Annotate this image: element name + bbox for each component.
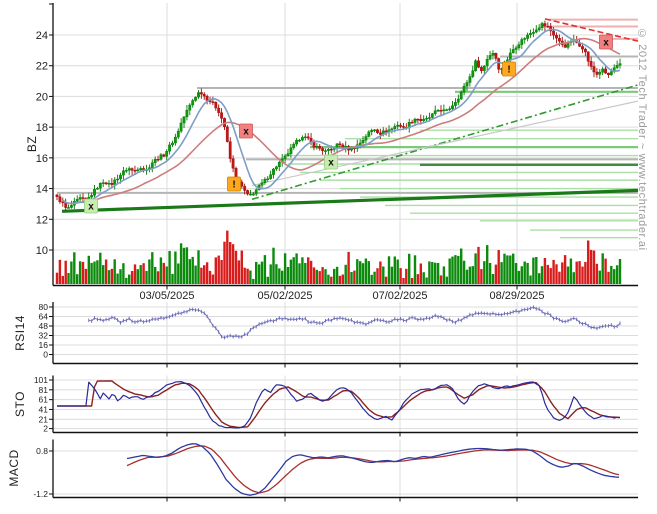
macd-pane-label: MACD — [7, 449, 21, 487]
rsi-pane-plot-area[interactable] — [53, 302, 638, 364]
x-tick-label: 08/29/2025 — [489, 290, 544, 302]
y-tick-label: 16 — [39, 340, 49, 350]
y-tick-label: 0.8 — [36, 446, 48, 456]
sto-pane-label: STO — [13, 391, 27, 417]
macd-pane-plot-area[interactable] — [53, 439, 638, 498]
y-tick-label: 22 — [36, 61, 48, 73]
sto-pane-plot-area[interactable] — [53, 375, 638, 433]
signal-marker-entry-icon[interactable]: x — [84, 198, 98, 214]
y-tick-label: 41 — [39, 404, 49, 414]
y-tick-label: 64 — [39, 311, 49, 321]
y-tick-label: 2 — [43, 424, 48, 434]
signal-marker-exit-icon[interactable]: x — [239, 123, 253, 139]
svg-text:x: x — [243, 127, 249, 138]
axes-layer: 2422201816141210806448321601018161412120… — [33, 3, 638, 502]
signal-markers-layer: x! x x! x — [84, 34, 613, 214]
y-tick-label: 80 — [39, 302, 49, 312]
signal-marker-alert-icon[interactable]: ! — [227, 176, 241, 192]
y-tick-label: 48 — [39, 321, 49, 331]
volume-layer — [55, 230, 622, 284]
y-tick-label: -1.2 — [33, 489, 48, 499]
svg-text:x: x — [88, 202, 94, 213]
svg-text:!: ! — [507, 65, 510, 76]
watermark-text: © 2012 Tech Trader ~ www.techtrader.ai — [636, 28, 648, 251]
y-tick-label: 10 — [36, 245, 48, 257]
x-tick-label: 07/02/2025 — [372, 290, 427, 302]
y-tick-label: 32 — [39, 330, 49, 340]
svg-text:x: x — [603, 38, 609, 49]
x-tick-label: 05/02/2025 — [257, 290, 312, 302]
rsi-line — [88, 305, 621, 340]
y-tick-label: 20 — [36, 91, 48, 103]
svg-text:x: x — [328, 158, 334, 169]
moving-averages-layer — [62, 28, 621, 205]
signal-marker-alert-icon[interactable]: ! — [502, 61, 516, 77]
rsi-pane-label: RSI14 — [13, 315, 27, 351]
grid-layer — [53, 3, 638, 498]
y-tick-label: 16 — [36, 153, 48, 165]
signal-marker-entry-icon[interactable]: x — [324, 154, 338, 170]
y-tick-label: 61 — [39, 395, 49, 405]
y-tick-label: 0 — [43, 350, 48, 360]
signal-marker-exit-icon[interactable]: x — [599, 34, 613, 50]
sto-lines — [57, 380, 621, 429]
y-tick-label: 12 — [36, 214, 48, 226]
y-tick-label: 101 — [34, 375, 48, 385]
macd-lines — [126, 443, 620, 496]
y-tick-label: 81 — [39, 385, 49, 395]
svg-text:!: ! — [232, 180, 235, 191]
levels-layer — [57, 18, 639, 239]
y-tick-label: 14 — [36, 184, 48, 196]
price-pane-symbol-label: BZ — [25, 135, 39, 153]
x-tick-label: 03/05/2025 — [139, 290, 194, 302]
y-tick-label: 21 — [39, 414, 49, 424]
y-tick-label: 24 — [36, 30, 48, 42]
y-tick-label: 18 — [36, 122, 48, 134]
